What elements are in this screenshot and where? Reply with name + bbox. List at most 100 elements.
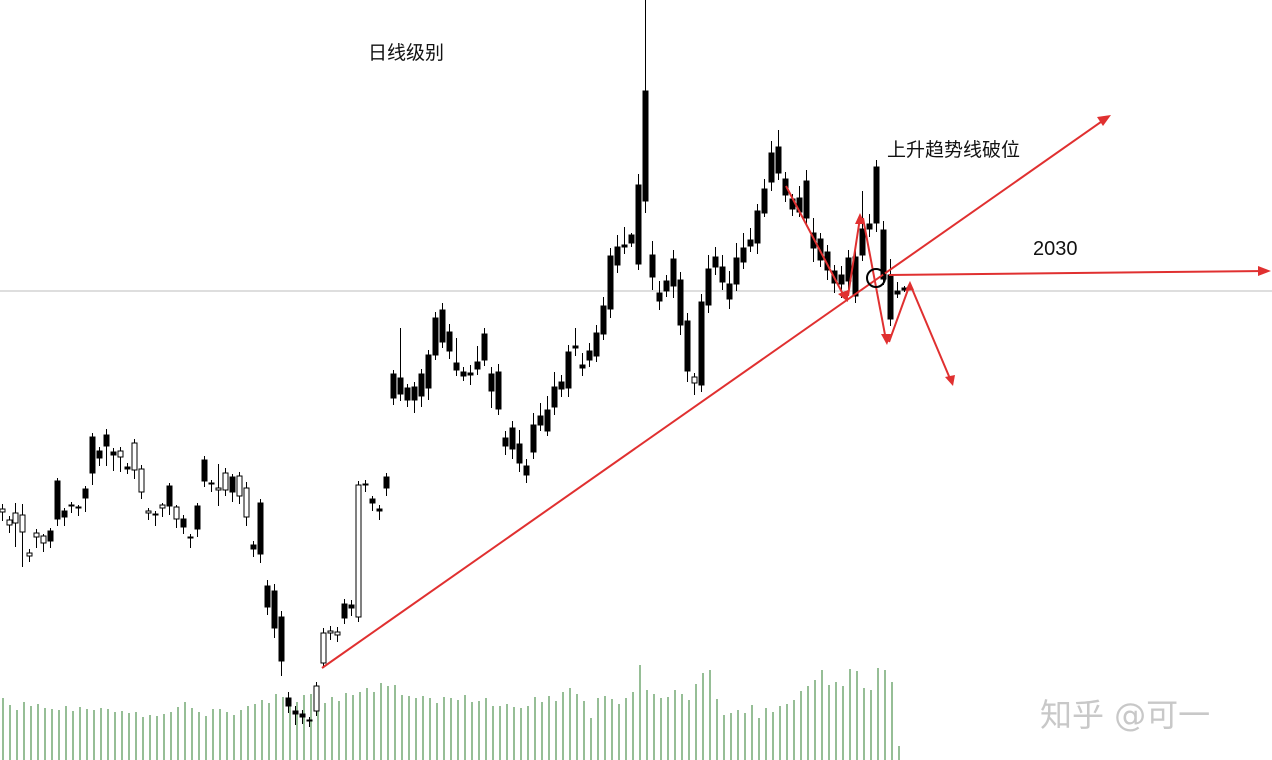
candle-bull	[33, 532, 40, 538]
candle-bear	[565, 351, 572, 389]
candle-bear	[558, 381, 565, 390]
candle-bear	[201, 459, 208, 482]
candle-bull	[6, 519, 13, 526]
candle-bear	[411, 386, 418, 401]
candle-bull	[19, 514, 26, 533]
uptrend-arrowhead	[1097, 115, 1111, 126]
zigzag-down-arrow	[785, 185, 846, 299]
candle-bear	[845, 257, 852, 282]
candle-bear	[110, 451, 117, 456]
candle-bear	[873, 166, 880, 224]
candle-bull	[355, 484, 362, 618]
candle-bear	[677, 279, 684, 326]
candle-bear	[838, 274, 845, 285]
candle-bear	[887, 274, 894, 320]
candle-bear	[740, 247, 747, 263]
zigzag-drop-arrow	[862, 217, 887, 341]
candle-bear	[61, 510, 68, 518]
candle-bear	[810, 232, 817, 249]
candle-bear	[257, 502, 264, 555]
candle-bear	[292, 710, 299, 715]
candle-bull	[131, 442, 138, 471]
candle-bear	[621, 244, 628, 248]
candle-bull	[334, 631, 341, 636]
candle-bull	[208, 482, 215, 485]
candle-bear	[488, 373, 495, 392]
candle-bear	[670, 258, 677, 287]
chart-title: 日线级别	[368, 42, 445, 64]
candle-bear	[54, 480, 61, 520]
candle-bear	[418, 373, 425, 397]
candle-bear	[68, 504, 75, 507]
candle-bull	[327, 630, 334, 634]
candle-bear	[481, 333, 488, 361]
candle-bull	[222, 472, 229, 491]
candle-bear	[523, 465, 530, 476]
candle-bear	[369, 498, 376, 504]
candle-bear	[166, 485, 173, 507]
candle-bear	[593, 332, 600, 357]
candle-bear	[747, 239, 754, 247]
candle-bear	[516, 443, 523, 464]
candle-bear	[103, 434, 110, 447]
candle-bull	[40, 535, 47, 544]
candle-bear	[586, 350, 593, 361]
candle-bear	[453, 362, 460, 371]
candle-bear	[264, 585, 271, 608]
candle-bear	[47, 530, 54, 542]
candle-bear	[397, 377, 404, 395]
candle-bull	[313, 685, 320, 712]
candle-bear	[460, 371, 467, 377]
candle-bear	[614, 246, 621, 266]
candle-bear	[152, 513, 159, 516]
candle-bear	[285, 697, 292, 707]
candle-bear	[649, 254, 656, 278]
candle-bear	[852, 256, 859, 297]
candle-bear	[194, 505, 201, 530]
candle-bear	[551, 386, 558, 408]
candle-bear	[719, 266, 726, 283]
candle-bear	[89, 436, 96, 474]
candle-bear	[509, 427, 516, 450]
projection-peak-arrowhead	[905, 281, 914, 291]
trendline-break-annotation: 上升趋势线破位	[887, 139, 1021, 161]
candle-bull	[117, 450, 124, 458]
candle-bear	[642, 90, 649, 202]
candle-bear	[698, 301, 705, 386]
candle-bear	[439, 309, 446, 343]
candle-bear	[607, 255, 614, 310]
uptrend-line	[321, 116, 1109, 669]
candle-bear	[376, 508, 383, 512]
candle-bear	[425, 354, 432, 389]
candle-bear	[572, 345, 579, 349]
candle-bull	[138, 468, 145, 493]
candle-bear	[271, 590, 278, 629]
candle-bear	[278, 616, 285, 662]
candle-bear	[635, 184, 642, 265]
candle-bull	[145, 510, 152, 514]
candle-bear	[341, 603, 348, 619]
candle-bear	[502, 437, 509, 447]
candle-bear	[754, 210, 761, 244]
zigzag-down-arrowhead	[838, 290, 848, 302]
candle-bear	[362, 483, 369, 486]
zigzag-up-arrow	[847, 217, 861, 297]
candle-bear	[859, 228, 866, 256]
candle-bear	[348, 604, 355, 609]
level-2030-line	[888, 270, 1267, 276]
candle-bear	[250, 544, 257, 550]
candle-bear	[229, 476, 236, 493]
candle-bear	[712, 256, 719, 268]
candle-bear	[537, 415, 544, 426]
candle-bear	[390, 373, 397, 399]
candle-bear	[299, 713, 306, 718]
candle-bear	[600, 305, 607, 335]
candle-bull	[26, 552, 33, 557]
candle-bear	[894, 290, 901, 295]
projection-arrowhead	[945, 375, 955, 386]
price-level-annotation: 2030	[1033, 238, 1078, 260]
candle-bear	[96, 450, 103, 459]
candle-bear	[656, 292, 663, 302]
candle-bear	[432, 317, 439, 356]
